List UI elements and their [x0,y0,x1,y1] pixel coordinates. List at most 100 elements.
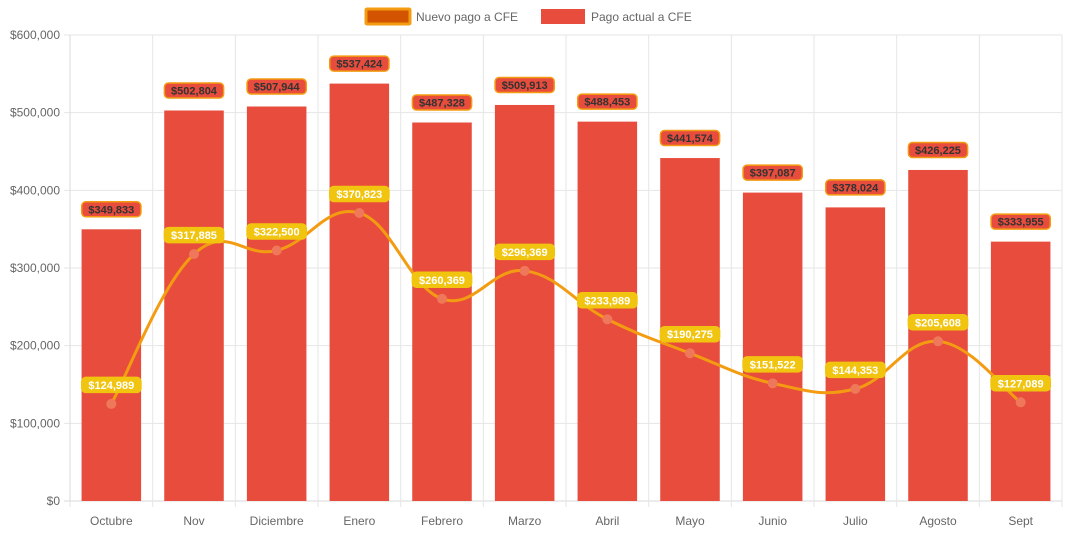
bar-value-label-text: $502,804 [171,85,218,97]
x-tick-label: Febrero [421,514,463,528]
bar-value-label-bg [990,213,1052,230]
bar[interactable] [494,104,555,502]
bar-value-label: $537,424 [328,55,390,72]
bar-value-label-text: $441,574 [667,133,714,145]
line-value-label-bg [990,375,1052,392]
line-value-label-bg [246,223,308,240]
bar-value-label-text: $487,328 [419,98,465,110]
bar[interactable] [412,122,472,502]
line-value-label-text: $151,522 [750,359,796,371]
legend-swatch-line [364,7,412,26]
line-value-label-text: $233,989 [584,295,630,307]
bar-value-label-bg [411,94,473,111]
bar-value-label-text: $426,225 [915,145,961,157]
line-value-label: $317,885 [163,226,225,244]
bar-value-label-bg [80,201,142,218]
bar[interactable] [246,106,307,501]
y-tick-label: $600,000 [10,28,60,42]
line-point[interactable] [437,293,447,304]
line-value-label-text: $317,885 [171,230,217,242]
x-axis: Octubre Nov Diciembre Enero Febrero Marzo Abri… [90,514,1034,528]
x-tick-label: Abril [595,514,619,528]
y-axis: $0 $100,000 $200,000 $300,000 $400,000 $500,0… [10,28,71,508]
bar-value-label-bg [907,141,969,159]
x-tick-label: Sept [1008,514,1033,528]
bar-value-label: $509,913 [494,76,556,94]
line-value-label-bg [659,325,721,343]
line-value-label-text: $205,608 [915,317,961,329]
series-line [110,210,1022,405]
bar-value-label-text: $333,955 [998,217,1044,229]
data-labels: $349,833 $502,804 $507,944 $537,424 $487,328… [80,55,1052,394]
bar-value-label-text: $349,833 [88,204,134,216]
line-value-label-text: $124,989 [88,380,134,392]
line-point[interactable] [850,383,861,394]
line-value-label-text: $322,500 [254,227,300,239]
line-point[interactable] [189,249,199,260]
line-value-label: $190,275 [659,325,721,343]
bar-value-label: $426,225 [907,141,969,159]
line-value-label: $124,989 [80,376,142,394]
line-point[interactable] [519,265,530,276]
line-point[interactable] [933,336,943,347]
line-value-label-text: $127,089 [998,378,1044,390]
line-value-label: $370,823 [328,185,390,203]
y-tick-label: $200,000 [10,339,60,353]
line-value-label-text: $190,275 [667,329,713,341]
line-value-label-bg [824,361,886,379]
line-value-label: $151,522 [742,356,804,373]
bar[interactable] [908,169,968,501]
y-tick-label: $100,000 [10,416,60,430]
bar-value-label: $333,955 [990,213,1052,230]
line-point[interactable] [767,378,778,389]
y-tick-label: $400,000 [10,183,60,197]
bar[interactable] [329,83,390,501]
bar-value-label: $378,024 [824,179,886,196]
bar[interactable] [164,110,224,501]
x-tick-label: Octubre [90,514,133,528]
legend: Nuevo pago a CFE Pago actual a CFE [364,7,692,26]
y-tick-label: $300,000 [10,261,60,275]
line-value-label: $322,500 [246,223,308,240]
x-tick-label: Junio [758,514,787,528]
legend-item-bar[interactable]: Pago actual a CFE [541,9,692,24]
line-point[interactable] [1015,397,1026,408]
line-value-label-bg [494,243,556,261]
line-point[interactable] [354,207,365,218]
bar-value-label-bg [742,164,804,181]
bar-value-label: $502,804 [163,82,225,99]
line-point[interactable] [106,398,117,409]
line-point[interactable] [271,245,282,256]
bar-series [81,83,1051,502]
bar-value-label-bg [163,82,225,99]
x-tick-label: Diciembre [250,514,304,528]
bar-value-label-bg [824,179,886,196]
x-tick-label: Mayo [675,514,705,528]
bar[interactable] [577,121,638,502]
bar-value-label: $507,944 [246,78,308,95]
y-tick-label: $500,000 [10,106,60,120]
line-value-label: $127,089 [990,375,1052,392]
line-value-label-bg [328,185,390,203]
bar-value-label: $397,087 [742,164,804,181]
line-point[interactable] [685,348,695,359]
line-value-label-bg [411,271,473,289]
line-point[interactable] [602,314,613,325]
line-value-label-bg [742,356,804,373]
bar[interactable] [825,207,886,501]
bar-value-label-bg [246,78,308,95]
legend-label-line: Nuevo pago a CFE [416,10,518,24]
legend-item-line[interactable]: Nuevo pago a CFE [364,7,518,26]
bar[interactable] [990,241,1051,501]
bar-value-label-text: $507,944 [254,81,301,93]
bar[interactable] [742,192,803,501]
x-tick-label: Agosto [919,514,957,528]
line-value-label: $296,369 [494,243,556,261]
x-tick-label: Marzo [508,514,542,528]
line-value-label-text: $370,823 [336,189,382,201]
bar[interactable] [81,229,142,501]
bar-value-label: $488,453 [576,93,638,110]
bar-value-label-text: $509,913 [502,80,548,92]
